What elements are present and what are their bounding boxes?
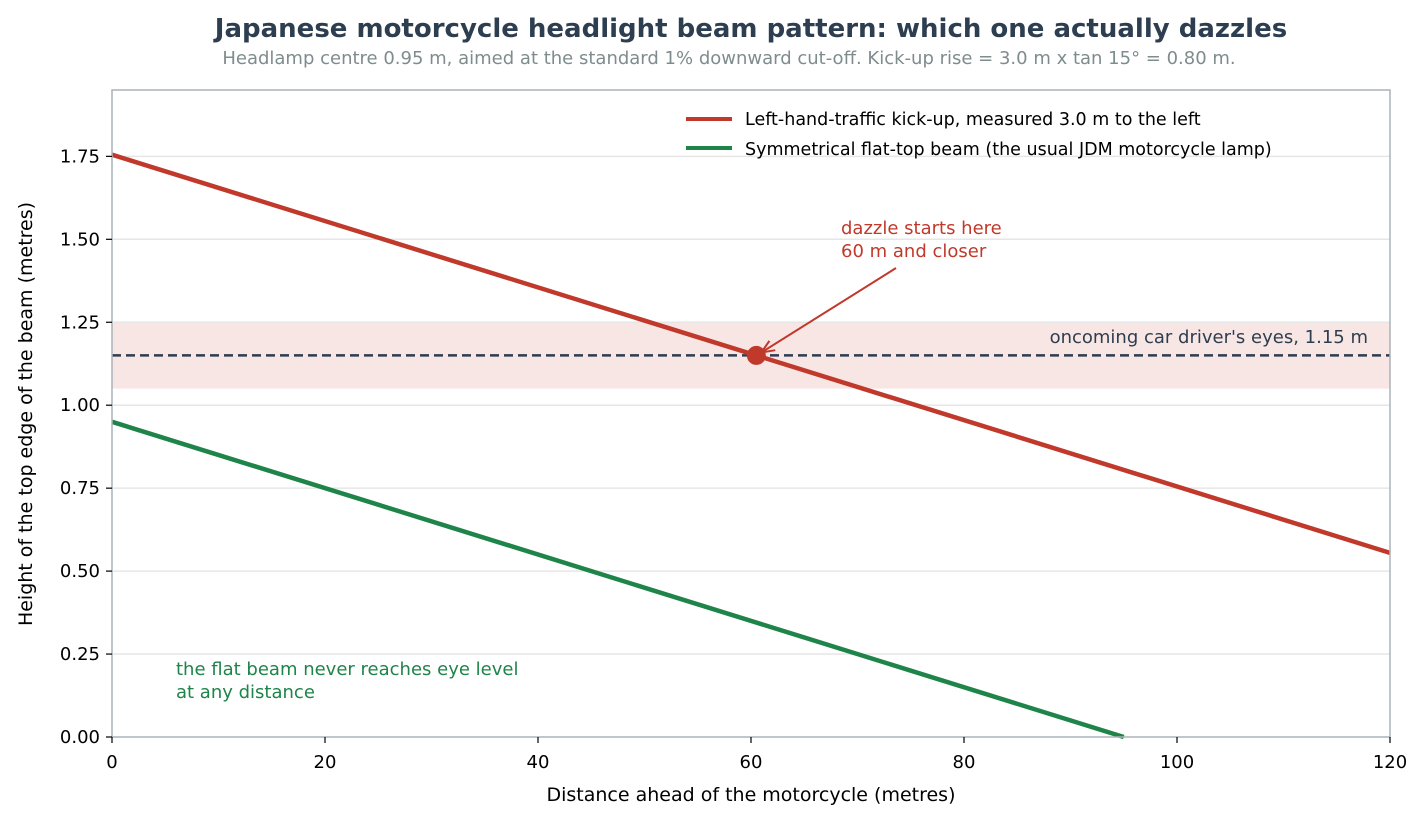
flat-beam-annotation-line-1: the flat beam never reaches eye level — [176, 659, 518, 680]
chart-title: Japanese motorcycle headlight beam patte… — [213, 14, 1287, 44]
y-tick-label: 0.75 — [60, 478, 100, 499]
chart-subtitle: Headlamp centre 0.95 m, aimed at the sta… — [222, 48, 1235, 69]
crossing-point-marker — [746, 345, 766, 365]
y-tick-label: 1.50 — [60, 229, 100, 250]
y-tick-label: 0.50 — [60, 561, 100, 582]
y-tick-label: 1.75 — [60, 146, 100, 167]
dazzle-annotation: dazzle starts here 60 m and closer — [841, 218, 1007, 262]
annotation-arrowhead — [759, 340, 776, 354]
x-tick-label: 20 — [314, 752, 337, 773]
y-tick-label: 0.00 — [60, 727, 100, 748]
dazzle-annotation-line-2: 60 m and closer — [841, 241, 987, 262]
x-tick-label: 60 — [740, 752, 763, 773]
y-tick-label: 1.00 — [60, 395, 100, 416]
x-tick-label: 120 — [1373, 752, 1407, 773]
series-flat-line — [111, 419, 1125, 740]
x-tick-label: 80 — [953, 752, 976, 773]
legend-label-kickup: Left-hand-traffic kick-up, measured 3.0 … — [745, 110, 1201, 130]
eye-level-label: oncoming car driver's eyes, 1.15 m — [1050, 327, 1368, 348]
flat-beam-annotation-line-2: at any distance — [176, 682, 315, 703]
legend-label-flat: Symmetrical flat-top beam (the usual JDM… — [745, 140, 1272, 160]
x-tick-label: 0 — [106, 752, 117, 773]
plot-frame — [111, 89, 1391, 738]
plot-area: 0 20 40 60 80 100 120 0.00 0.25 0.50 0.75 1.00 1.25 1… — [60, 89, 1407, 773]
y-tick-label: 0.25 — [60, 644, 100, 665]
y-axis-label: Height of the top edge of the beam (metr… — [15, 202, 37, 626]
legend: Left-hand-traffic kick-up, measured 3.0 … — [686, 110, 1272, 160]
x-tick-label: 40 — [527, 752, 550, 773]
dazzle-annotation-line-1: dazzle starts here — [841, 218, 1002, 239]
y-tick-label: 1.25 — [60, 312, 100, 333]
x-axis-label: Distance ahead of the motorcycle (metres… — [546, 784, 955, 806]
annotation-arrow — [760, 267, 897, 354]
flat-beam-annotation: the flat beam never reaches eye level at… — [176, 659, 524, 703]
x-tick-label: 100 — [1160, 752, 1194, 773]
